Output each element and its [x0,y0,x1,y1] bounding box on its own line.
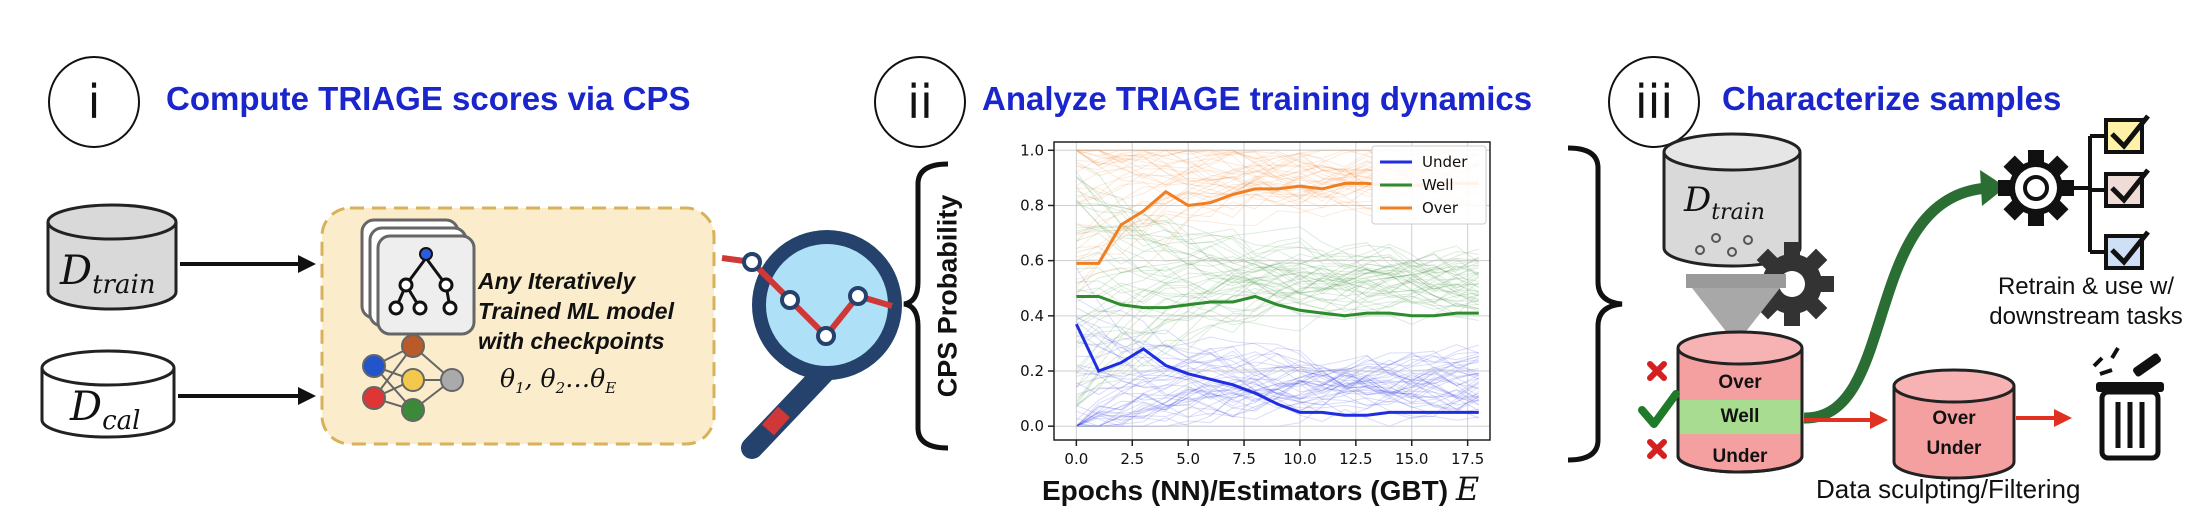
x-tick-label: 17.5 [1451,450,1484,468]
x-tick-label: 0.0 [1064,450,1088,468]
reject-over-icon [1647,361,1667,381]
filtered-under-label: Under [1926,438,1982,459]
arrow-d-train-to-model-icon [180,255,316,273]
series-line-under [1075,323,1479,417]
cps-probability-chart: 0.0 2.5 5.0 7.5 10.0 12.5 15.0 17.5 0.0 0.2 0.4 0.6… [1020,141,1491,468]
retrain-arrow-icon [1803,170,2006,424]
filter-arrow-icon [1804,411,1888,429]
d-cal-label: Dcal [70,384,141,436]
step-3-title: Characterize samples [1722,80,2062,117]
step-1-title: Compute TRIAGE scores via CPS [166,80,691,117]
model-text-line-1: Any Iteratively [478,268,636,294]
y-tick-label: 0.0 [1020,417,1044,435]
filtered-data-cylinder-icon [1892,368,2016,480]
legend-box [1371,145,1487,225]
y-tick-label: 0.8 [1020,196,1044,214]
series-line-well [1076,294,1479,318]
x-axis-symbol: E [1455,470,1480,508]
retrain-caption-line-1: Retrain & use w/ [1997,273,2175,300]
discard-arrow-icon [2016,409,2072,427]
x-axis-label: Epochs (NN)/Estimators (GBT) E [1042,470,1480,508]
downstream-tasks-icon [2072,114,2150,270]
legend-label-over: Over [1422,199,1459,217]
model-description: Any Iteratively Trained ML model with ch… [478,266,674,356]
y-tick-label: 1.0 [1020,141,1044,159]
funnel-under-label: Under [1712,446,1768,467]
model-text-line-2: Trained ML model [478,298,674,324]
x-tick-label: 2.5 [1120,450,1144,468]
x-tick-label: 10.0 [1283,450,1316,468]
d-train-step3-label: Dtrain [1684,180,1765,225]
right-brace-icon [1567,145,1623,463]
neural-network-icon [362,334,464,422]
y-tick-label: 0.4 [1020,307,1044,325]
model-text-line-3: with checkpoints [478,328,665,354]
arrow-d-cal-to-model-icon [178,387,316,405]
checkpoint-stack-icon [360,218,476,336]
reject-under-icon [1647,439,1667,459]
filtered-over-label: Over [1932,408,1976,429]
funnel-well-label: Well [1720,406,1760,427]
accept-well-check-icon [1638,390,1680,428]
chart-axes: 0.0 2.5 5.0 7.5 10.0 12.5 15.0 17.5 0.0 0.2 0.4 0.6… [1020,141,1491,468]
legend-label-well: Well [1422,176,1454,194]
plot-frame [1053,141,1491,441]
x-tick-label: 15.0 [1395,450,1428,468]
step-2-title: Analyze TRIAGE training dynamics [982,80,1533,117]
x-tick-label: 5.0 [1176,450,1200,468]
retrain-caption-line-2: downstream tasks [1989,303,2183,330]
sculpting-caption: Data sculpting/Filtering [1816,474,2081,504]
d-cal-cylinder-icon [40,349,176,439]
d-train-cylinder-step3-icon [1662,132,1802,268]
x-tick-label: 7.5 [1232,450,1256,468]
trash-can-icon [2092,346,2164,461]
retrain-caption: Retrain & use w/ downstream tasks [1989,272,2182,332]
step-3-number: iii [1608,56,1700,148]
x-tick-label: 12.5 [1339,450,1372,468]
funnel-over-label: Over [1718,372,1762,393]
d-train-label: Dtrain [60,248,156,300]
magnifier-icon [721,230,902,459]
y-tick-label: 0.6 [1020,252,1044,270]
chart-legend[interactable]: Under Well Over [1371,145,1487,225]
step-1-number: i [48,56,140,148]
theta-checkpoints-label: θ1, θ2…θE [500,364,617,397]
y-tick-label: 0.2 [1020,362,1044,380]
downstream-gear-icon [1998,150,2074,226]
stratified-data-cylinder-icon [1676,330,1804,474]
left-brace-icon [903,161,949,451]
step-2-number: ii [874,56,966,148]
d-train-cylinder-icon [46,203,178,311]
legend-label-under: Under [1422,153,1468,171]
